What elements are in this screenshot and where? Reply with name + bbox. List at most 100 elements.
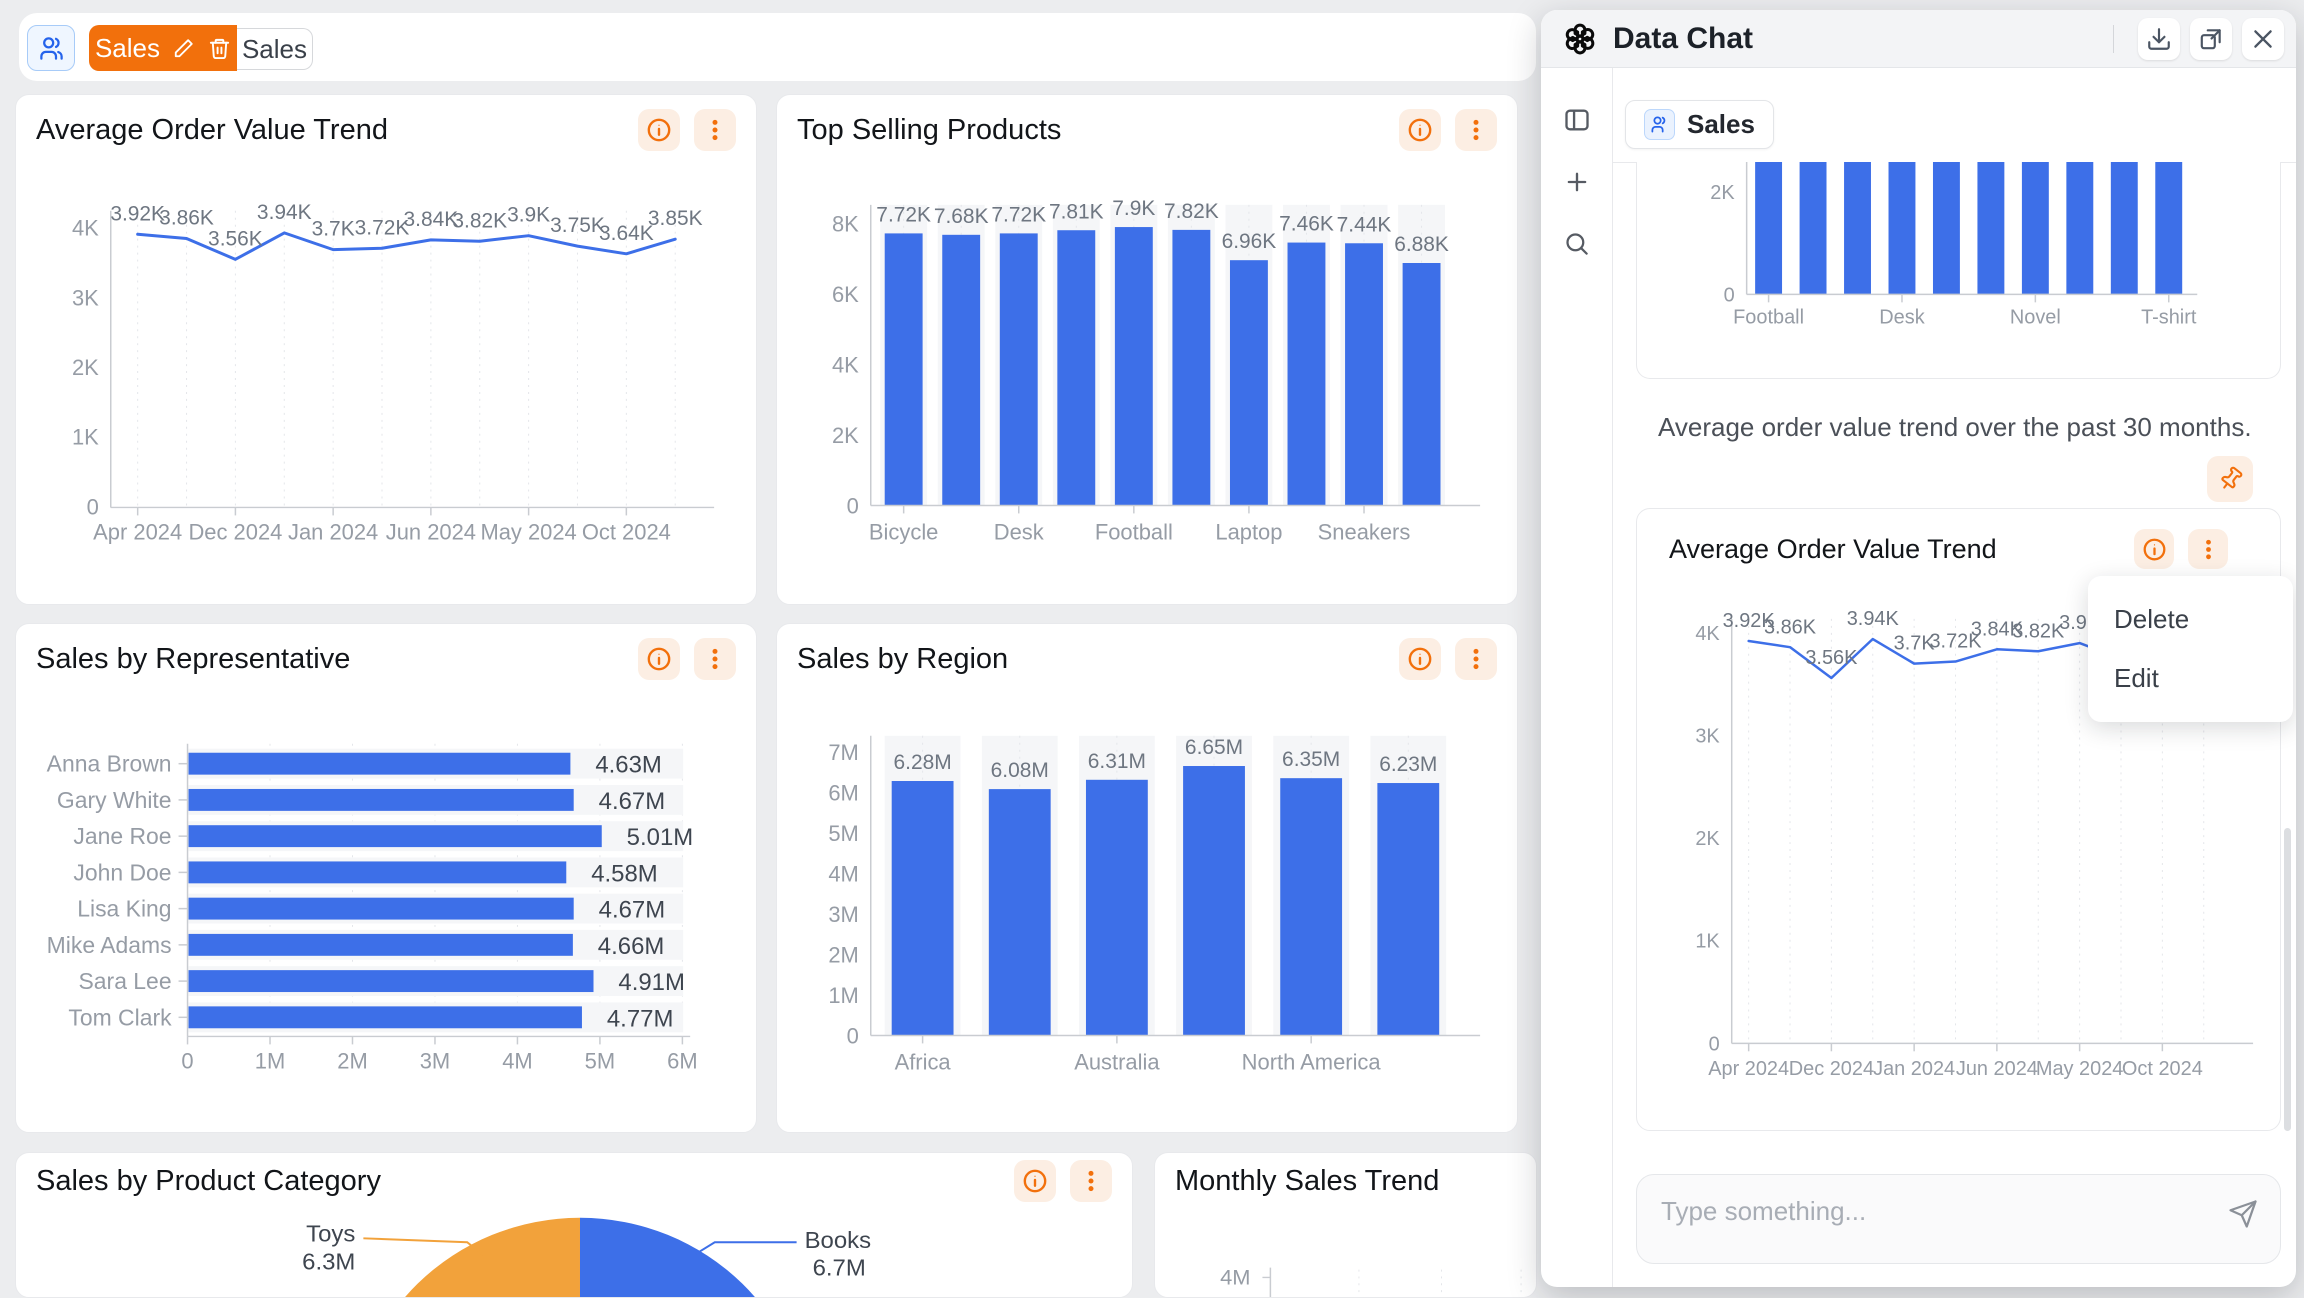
svg-text:Toys: Toys — [306, 1221, 355, 1247]
svg-text:4.63M: 4.63M — [595, 752, 662, 779]
dashboard-tab-sales[interactable]: Sales — [237, 28, 313, 70]
dashboard-tab-sales-active[interactable]: Sales — [89, 25, 237, 71]
info-button[interactable] — [638, 109, 680, 151]
svg-text:Oct 2024: Oct 2024 — [2122, 1058, 2203, 1080]
assistant-message: Average order value trend over the past … — [1658, 412, 2252, 442]
svg-text:6.65M: 6.65M — [1185, 736, 1243, 759]
svg-text:4K: 4K — [72, 216, 99, 241]
search-button[interactable] — [1563, 230, 1590, 258]
svg-text:6K: 6K — [832, 282, 859, 307]
kebab-menu-icon — [1473, 648, 1479, 670]
header-divider — [2113, 24, 2114, 53]
svg-text:0: 0 — [847, 493, 859, 518]
more-menu-button[interactable] — [694, 638, 736, 680]
chat-input[interactable] — [1659, 1195, 2228, 1228]
send-button[interactable] — [2228, 1199, 2258, 1232]
info-button[interactable] — [1399, 638, 1441, 680]
svg-text:3M: 3M — [420, 1048, 450, 1073]
svg-text:4M: 4M — [502, 1048, 532, 1073]
svg-text:3.86K: 3.86K — [159, 207, 214, 230]
plus-icon — [1567, 172, 1586, 192]
card-title: Average Order Value Trend — [1669, 533, 1997, 564]
download-button[interactable] — [2138, 17, 2180, 60]
more-menu-button[interactable] — [1070, 1160, 1112, 1202]
svg-text:Dec 2024: Dec 2024 — [188, 519, 282, 544]
kebab-menu-icon — [712, 119, 718, 141]
svg-text:Jan 2024: Jan 2024 — [1873, 1058, 1955, 1080]
new-chat-button[interactable] — [1563, 168, 1591, 196]
svg-text:Laptop: Laptop — [1215, 519, 1282, 544]
svg-text:2K: 2K — [832, 423, 859, 448]
svg-text:Desk: Desk — [1879, 306, 1924, 328]
open-window-button[interactable] — [2190, 17, 2232, 60]
card-header: Top Selling Products — [777, 95, 1517, 165]
chat-scrollbar[interactable] — [2284, 828, 2291, 1131]
svg-text:3.72K: 3.72K — [1929, 631, 1982, 653]
svg-text:3.82K: 3.82K — [452, 209, 507, 232]
svg-text:Novel: Novel — [2010, 306, 2061, 328]
more-menu-button[interactable] — [694, 109, 736, 151]
svg-text:Football: Football — [1095, 519, 1173, 544]
svg-text:2M: 2M — [828, 942, 858, 967]
trash-icon[interactable] — [208, 37, 231, 60]
hbar-chart-sales-by-representative: Anna Brown 4.63M Gary White 4.67M Jane Roe 5.… — [16, 694, 756, 1132]
svg-text:Africa: Africa — [895, 1049, 952, 1074]
more-menu-button[interactable] — [1455, 109, 1497, 151]
svg-text:1K: 1K — [1695, 931, 1720, 953]
menu-item-delete[interactable]: Delete — [2114, 604, 2190, 634]
svg-text:John Doe: John Doe — [73, 859, 171, 885]
svg-text:4M: 4M — [828, 861, 858, 886]
svg-text:3.7K: 3.7K — [1894, 633, 1936, 655]
svg-text:May 2024: May 2024 — [480, 519, 576, 544]
chat-content-header: Sales — [1613, 68, 2296, 163]
svg-text:Jan 2024: Jan 2024 — [288, 519, 378, 544]
info-icon — [1023, 1169, 1047, 1193]
chat-panel-title: Data Chat — [1613, 21, 1754, 55]
source-chip-sales[interactable]: Sales — [1625, 100, 1774, 149]
svg-text:6.88K: 6.88K — [1394, 233, 1449, 256]
svg-text:Football: Football — [1733, 306, 1804, 328]
sidebar-toggle-button[interactable] — [1563, 106, 1591, 134]
svg-text:Australia: Australia — [1074, 1049, 1160, 1074]
info-button[interactable] — [2134, 529, 2174, 569]
svg-text:4.67M: 4.67M — [599, 897, 666, 924]
svg-text:1K: 1K — [72, 425, 99, 450]
pin-button[interactable] — [2207, 456, 2253, 502]
info-button[interactable] — [1399, 109, 1441, 151]
kebab-menu-icon — [2205, 539, 2211, 559]
svg-text:Desk: Desk — [994, 519, 1044, 544]
info-button[interactable] — [638, 638, 680, 680]
svg-text:3.64K: 3.64K — [599, 222, 654, 245]
more-menu-button[interactable] — [1455, 638, 1497, 680]
svg-text:5.01M: 5.01M — [627, 824, 694, 851]
svg-text:3.94K: 3.94K — [1847, 608, 1900, 630]
svg-text:0: 0 — [1724, 284, 1735, 306]
chat-rail — [1541, 68, 1613, 1287]
svg-text:3.84K: 3.84K — [404, 208, 459, 231]
card-header: Sales by Product Category — [16, 1153, 1132, 1209]
card-title: Sales by Representative — [36, 642, 351, 675]
tab-label: Sales — [241, 33, 308, 64]
dashboard-toolbar: Sales Sales — [19, 13, 1536, 81]
chat-header: Data Chat — [1541, 10, 2296, 68]
svg-text:0: 0 — [847, 1023, 859, 1048]
workspace-button[interactable] — [27, 25, 75, 71]
card-average-order-value-trend: Average Order Value Trend 0 1K 2K 3K 4K 3.92K… — [15, 94, 757, 605]
svg-text:4.77M: 4.77M — [607, 1005, 674, 1032]
download-icon — [2148, 27, 2170, 50]
info-icon — [647, 118, 671, 142]
pencil-icon[interactable] — [173, 37, 195, 59]
kebab-menu-icon — [1088, 1170, 1094, 1192]
svg-text:6.96K: 6.96K — [1222, 230, 1277, 253]
svg-text:4K: 4K — [832, 352, 859, 377]
openai-logo-icon — [1565, 23, 1595, 54]
card-sales-by-region: Sales by Region 0 1M 2M 3M 4M 5M 6M 7M 6.28M 6.08… — [776, 623, 1518, 1133]
svg-text:Dec 2024: Dec 2024 — [1789, 1058, 1874, 1080]
svg-text:6.28M: 6.28M — [894, 751, 952, 774]
card-header: Average Order Value Trend — [16, 95, 756, 165]
close-button[interactable] — [2242, 17, 2284, 60]
menu-item-edit[interactable]: Edit — [2114, 663, 2159, 693]
more-menu-button[interactable] — [2188, 529, 2228, 569]
info-button[interactable] — [1014, 1160, 1056, 1202]
